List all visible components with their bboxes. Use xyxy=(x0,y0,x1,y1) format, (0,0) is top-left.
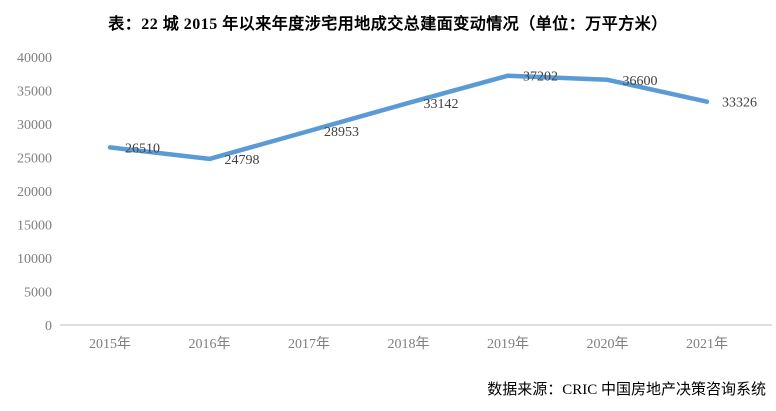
data-point-label: 37202 xyxy=(523,70,558,85)
data-point-label: 36600 xyxy=(623,74,658,89)
y-axis-tick-label: 15000 xyxy=(17,219,52,234)
y-axis-tick-label: 30000 xyxy=(17,118,52,133)
data-point-label: 33142 xyxy=(424,97,459,112)
trend-line xyxy=(107,73,710,162)
y-axis-tick-label: 10000 xyxy=(17,252,52,267)
data-point-label: 28953 xyxy=(324,125,359,140)
data-point-label: 26510 xyxy=(125,141,160,156)
x-axis-tick-label: 2018年 xyxy=(388,336,430,352)
y-axis-tick-label: 25000 xyxy=(17,152,52,167)
x-axis-tick-label: 2019年 xyxy=(487,336,529,352)
x-axis-tick-label: 2015年 xyxy=(89,336,131,352)
x-axis-tick-label: 2016年 xyxy=(189,336,231,352)
y-axis-tick-label: 35000 xyxy=(17,85,52,100)
y-axis-tick-label: 0 xyxy=(45,319,52,334)
data-point-label: 24798 xyxy=(225,153,260,168)
data-source-note: 数据来源：CRIC 中国房地产决策咨询系统 xyxy=(487,382,766,398)
chart-title: 表：22 城 2015 年以来年度涉宅用地成交总建面变动情况（单位：万平方米） xyxy=(108,16,668,33)
y-axis-tick-label: 40000 xyxy=(17,51,52,66)
y-axis-tick-label: 20000 xyxy=(17,185,52,200)
x-axis-tick-label: 2021年 xyxy=(686,336,728,352)
data-point-label: 33326 xyxy=(722,96,757,111)
x-axis-tick-label: 2017年 xyxy=(288,336,330,352)
y-axis-tick-label: 5000 xyxy=(24,286,52,301)
x-axis-tick-label: 2020年 xyxy=(587,336,629,352)
